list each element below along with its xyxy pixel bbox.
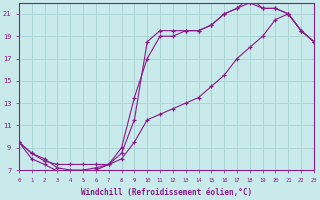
- X-axis label: Windchill (Refroidissement éolien,°C): Windchill (Refroidissement éolien,°C): [81, 188, 252, 197]
